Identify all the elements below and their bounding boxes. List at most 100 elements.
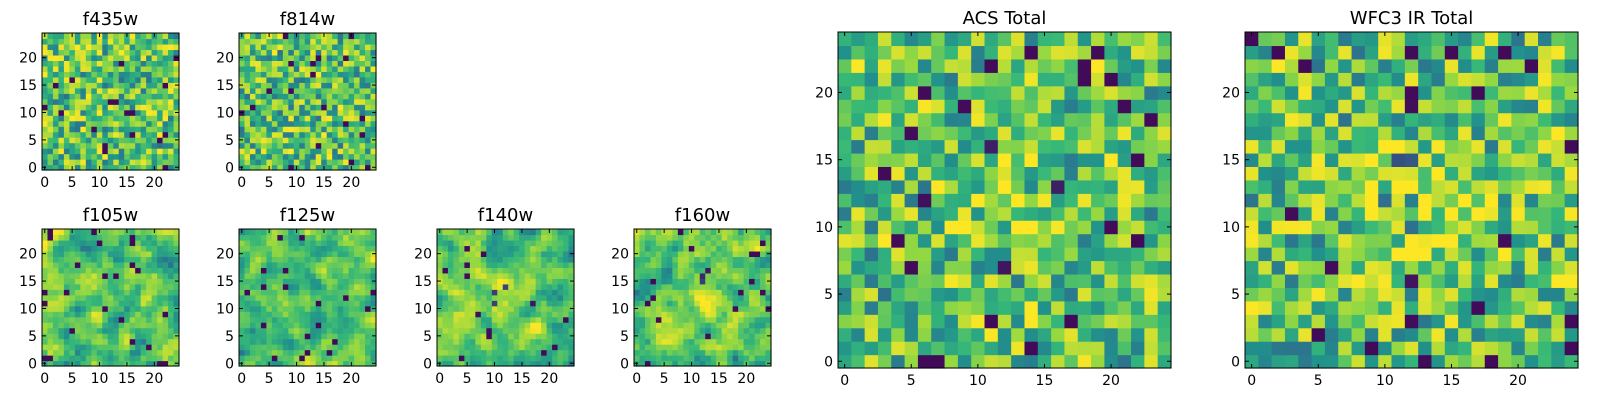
heatmap-cell (304, 142, 311, 149)
heatmap-cell (365, 289, 372, 296)
heatmap-cell (96, 311, 103, 318)
heatmap-cell (480, 278, 487, 285)
heatmap-cell (1498, 166, 1512, 181)
heatmap-cell (282, 234, 289, 241)
heatmap-cell (91, 98, 98, 105)
heatmap-cell (760, 294, 767, 301)
heatmap-cell (151, 98, 158, 105)
heatmap-cell (1391, 354, 1406, 369)
heatmap-cell (354, 294, 361, 301)
heatmap-cell (173, 349, 180, 356)
heatmap-cell (524, 278, 531, 285)
heatmap-cell (304, 256, 311, 263)
heatmap-cell (1091, 300, 1105, 315)
heatmap-cell (683, 360, 690, 367)
heatmap-cell (244, 33, 251, 40)
heatmap-cell (91, 71, 98, 78)
heatmap-cell (458, 289, 465, 296)
heatmap-cell (1324, 300, 1339, 315)
heatmap-cell (58, 289, 65, 296)
heatmap-cell (672, 289, 679, 296)
heatmap-cell (354, 283, 361, 290)
heatmap-cell (239, 159, 246, 166)
heatmap-cell (541, 234, 548, 241)
heatmap-cell (260, 267, 267, 274)
heatmap-cell (743, 278, 750, 285)
heatmap-cell (271, 234, 278, 241)
heatmap-cell (370, 289, 377, 296)
heatmap-cell (80, 278, 87, 285)
heatmap-cell (293, 250, 300, 257)
heatmap-cell (168, 338, 175, 345)
heatmap-cell (244, 360, 251, 367)
heatmap-cell (1024, 314, 1039, 329)
heatmap-cell (168, 316, 175, 323)
heatmap-cell (304, 159, 311, 166)
heatmap-cell (541, 267, 548, 274)
heatmap-cell (971, 179, 986, 194)
heatmap-cell (442, 283, 449, 290)
heatmap-cell (277, 164, 284, 171)
heatmap-cell (458, 245, 465, 252)
heatmap-cell (118, 54, 125, 61)
heatmap-cell (85, 261, 92, 268)
heatmap-cell (1551, 179, 1566, 194)
heatmap-cell (74, 109, 81, 116)
heatmap-cell (851, 58, 866, 73)
heatmap-cell (52, 327, 60, 334)
heatmap-cell (151, 126, 158, 133)
heatmap-cell (1538, 193, 1552, 208)
heatmap-cell (113, 159, 120, 166)
heatmap-cell (957, 287, 972, 302)
heatmap-cell (1271, 206, 1286, 221)
heatmap-cell (917, 45, 932, 60)
heatmap-cell (971, 85, 986, 100)
heatmap-cell (47, 49, 54, 56)
heatmap-cell (135, 49, 142, 56)
heatmap-cell (140, 256, 147, 263)
heatmap-cell (124, 245, 131, 252)
heatmap-cell (282, 250, 289, 257)
heatmap-cell (140, 294, 147, 301)
x-tick-label: 15 (118, 371, 136, 387)
heatmap-cell (1484, 193, 1499, 208)
heatmap-cell (260, 305, 267, 312)
heatmap-cell (146, 33, 153, 40)
heatmap-cell (727, 349, 734, 356)
heatmap-cell (129, 93, 136, 100)
heatmap-cell (271, 126, 278, 133)
heatmap-cell (1131, 193, 1145, 208)
heatmap-cell (162, 82, 169, 89)
heatmap-cell (74, 338, 81, 345)
heatmap-cell (63, 261, 70, 268)
heatmap-cell (721, 322, 728, 329)
axes-frame (238, 32, 377, 171)
heatmap-cell (260, 300, 267, 307)
heatmap-cell (1444, 260, 1459, 275)
heatmap-cell (260, 98, 267, 105)
heatmap-cell (96, 261, 103, 268)
heatmap-cell (1551, 354, 1566, 369)
heatmap-cell (244, 289, 251, 296)
heatmap-cell (102, 245, 109, 252)
heatmap-cell (524, 300, 531, 307)
heatmap-cell (1351, 260, 1366, 275)
heatmap-cell (710, 294, 717, 301)
heatmap-cell (1391, 179, 1406, 194)
heatmap-cell (497, 289, 504, 296)
heatmap-cell (146, 360, 153, 367)
heatmap-cell (1418, 206, 1433, 221)
heatmap-cell (458, 294, 465, 301)
heatmap-cell (694, 261, 701, 268)
heatmap-cell (1144, 139, 1159, 154)
heatmap-cell (69, 239, 76, 247)
heatmap-cell (343, 311, 350, 318)
heatmap-cell (458, 322, 465, 329)
heatmap-cell (42, 239, 49, 247)
heatmap-cell (129, 278, 136, 285)
heatmap-cell (249, 33, 257, 40)
heatmap-cell (705, 349, 712, 356)
heatmap-cell (1378, 247, 1393, 262)
heatmap-cell (716, 305, 723, 312)
heatmap-cell (239, 126, 246, 133)
